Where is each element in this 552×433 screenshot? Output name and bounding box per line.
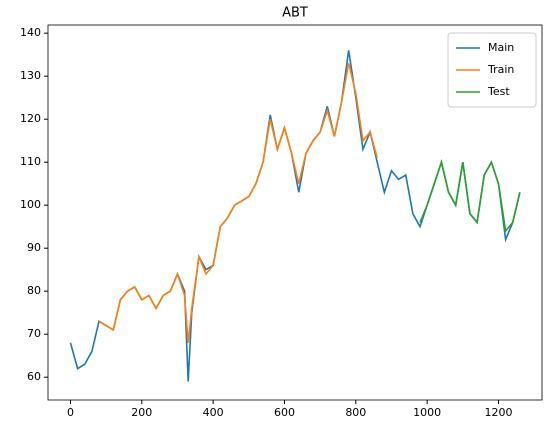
x-tick-label: 800 bbox=[345, 406, 366, 419]
legend-label: Train bbox=[487, 63, 514, 76]
x-tick-label: 0 bbox=[67, 406, 74, 419]
plot-frame bbox=[47, 24, 543, 401]
y-tick-label: 90 bbox=[27, 241, 41, 254]
series-line bbox=[419, 159, 521, 233]
y-tick-label: 140 bbox=[20, 26, 41, 39]
y-tick-label: 110 bbox=[20, 155, 41, 168]
series-line bbox=[98, 63, 378, 343]
y-tick-label: 120 bbox=[20, 112, 41, 125]
y-tick-label: 70 bbox=[27, 327, 41, 340]
chart-title: ABT bbox=[282, 6, 308, 21]
legend-box bbox=[447, 32, 537, 108]
y-tick-label: 80 bbox=[27, 284, 41, 297]
x-tick-label: 600 bbox=[274, 406, 295, 419]
y-tick-label: 100 bbox=[20, 198, 41, 211]
x-tick-label: 400 bbox=[203, 406, 224, 419]
y-tick-label: 60 bbox=[27, 370, 41, 383]
x-tick-label: 1200 bbox=[484, 406, 512, 419]
y-tick-label: 130 bbox=[20, 69, 41, 82]
legend-label: Test bbox=[487, 85, 510, 98]
x-tick-label: 1000 bbox=[413, 406, 441, 419]
legend-label: Main bbox=[488, 41, 514, 54]
x-tick-label: 200 bbox=[131, 406, 152, 419]
